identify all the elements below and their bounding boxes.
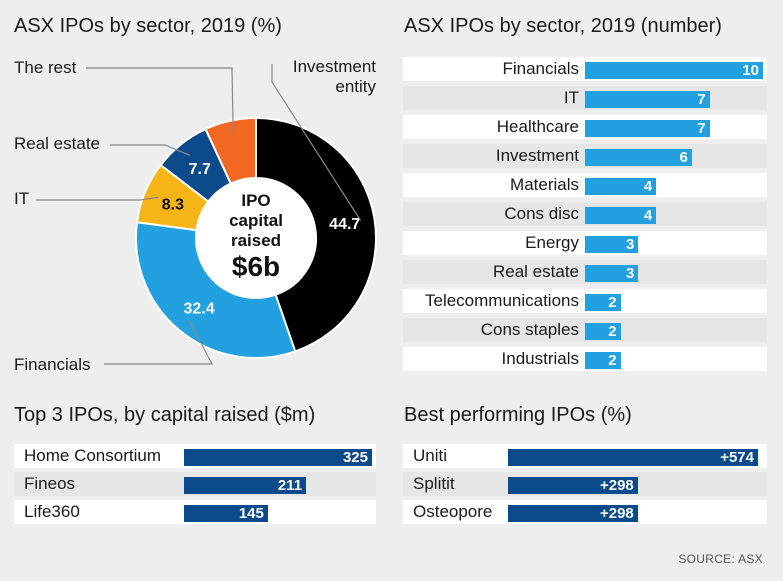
- bar-value-label: +298: [599, 505, 634, 522]
- bar-row-cons-staples: Cons staples 2: [403, 318, 767, 342]
- bar-row-financials: Financials 10: [403, 57, 767, 81]
- bar-category-label: Osteopore: [413, 502, 493, 521]
- donut-category-label: entity: [335, 77, 376, 96]
- bar-value-label: 325: [342, 449, 368, 466]
- bar-value-label: 4: [643, 207, 653, 224]
- bar-category-label: Telecommunications: [424, 291, 579, 310]
- bar-cons-disc: 4: [585, 207, 657, 224]
- bar-category-label: Home Consortium: [24, 446, 161, 465]
- donut-value-label: 7.7: [189, 161, 211, 178]
- best-ipos-chart-title: Best performing IPOs (%): [404, 404, 632, 426]
- donut-slice-financials: [135, 221, 297, 359]
- leader-line: [36, 196, 159, 201]
- bar-value-label: 6: [679, 149, 688, 166]
- bar-row-fineos: Fineos 211: [14, 472, 376, 496]
- donut-slice-investment-entity: [255, 116, 377, 353]
- donut-center-value: $6b: [232, 251, 280, 282]
- donut-value-label: 8.3: [162, 197, 184, 214]
- bar-row-real-estate: Real estate 3: [403, 260, 767, 284]
- bar-fineos: 211: [184, 477, 307, 494]
- bar-row-energy: Energy 3: [403, 231, 767, 255]
- bar-healthcare: 7: [585, 120, 710, 137]
- bar-category-label: Splitit: [413, 474, 455, 493]
- bar-value-label: 3: [626, 236, 635, 253]
- donut-value-label: 44.7: [329, 216, 360, 233]
- donut-category-label: Financials: [14, 355, 91, 374]
- bar-row-home-consortium: Home Consortium 325: [14, 444, 376, 468]
- sector-number-chart-title: ASX IPOs by sector, 2019 (number): [404, 15, 722, 37]
- bar-category-label: IT: [563, 88, 579, 107]
- donut-chart-title: ASX IPOs by sector, 2019 (%): [14, 15, 282, 37]
- bar-value-label: 2: [608, 294, 617, 311]
- bar-real-estate: 3: [585, 265, 639, 282]
- bar-category-label: Fineos: [24, 474, 76, 493]
- donut-center-label: capital: [229, 211, 283, 230]
- bar-category-label: Cons staples: [480, 320, 579, 339]
- bar-cons-staples: 2: [585, 323, 621, 340]
- bar-row-osteopore: Osteopore +298: [403, 500, 767, 524]
- bar-osteopore: +298: [508, 505, 638, 522]
- bar-category-label: Energy: [525, 233, 579, 252]
- bar-row-it: IT 7: [403, 86, 767, 110]
- bar-value-label: 2: [608, 323, 617, 340]
- bar-row-splitit: Splitit +298: [403, 472, 767, 496]
- bar-value-label: +574: [720, 449, 754, 466]
- donut-center-label: IPO: [241, 191, 270, 210]
- bar-category-label: Life360: [24, 502, 80, 521]
- bar-value-label: 7: [697, 91, 706, 108]
- bar-value-label: +298: [599, 477, 634, 494]
- bar-value-label: 4: [643, 178, 653, 195]
- bar-value-label: 7: [697, 120, 706, 137]
- donut-category-label: Investment: [293, 57, 376, 76]
- bar-value-label: 211: [277, 477, 303, 494]
- bar-value-label: 10: [742, 62, 759, 79]
- bar-value-label: 3: [626, 265, 635, 282]
- bar-financials: 10: [585, 62, 763, 79]
- bar-row-investment: Investment 6: [403, 144, 767, 168]
- bar-row-materials: Materials 4: [403, 173, 767, 197]
- top-ipos-chart-title: Top 3 IPOs, by capital raised ($m): [14, 404, 316, 426]
- bar-industrials: 2: [585, 352, 621, 369]
- source-note: SOURCE: ASX: [678, 552, 763, 566]
- bar-row-industrials: Industrials 2: [403, 347, 767, 371]
- bar-uniti: +574: [508, 449, 758, 466]
- bar-materials: 4: [585, 178, 657, 195]
- bar-energy: 3: [585, 236, 639, 253]
- bar-row-telecommunications: Telecommunications 2: [403, 289, 767, 313]
- donut-value-label: 32.4: [183, 301, 214, 318]
- donut-center: [197, 179, 315, 297]
- leader-line: [86, 67, 234, 135]
- bar-it: 7: [585, 91, 710, 108]
- bar-category-label: Real estate: [493, 262, 579, 281]
- bar-category-label: Industrials: [501, 349, 579, 368]
- bar-splitit: +298: [508, 477, 638, 494]
- bar-category-label: Materials: [510, 175, 579, 194]
- bar-category-label: Uniti: [413, 446, 448, 465]
- donut-category-label: IT: [14, 189, 29, 208]
- donut-slice-the-rest: [204, 116, 257, 185]
- bar-value-label: 145: [238, 505, 264, 522]
- leader-line: [110, 144, 190, 156]
- bar-category-label: Healthcare: [496, 117, 579, 136]
- donut-category-label: The rest: [14, 58, 77, 77]
- bar-category-label: Investment: [495, 146, 579, 165]
- donut-center-label: raised: [231, 231, 281, 250]
- bar-row-healthcare: Healthcare 7: [403, 115, 767, 139]
- bar-home-consortium: 325: [184, 449, 372, 466]
- bar-row-uniti: Uniti +574: [403, 444, 767, 468]
- bar-life360: 145: [184, 505, 268, 522]
- bar-row-cons-disc: Cons disc 4: [403, 202, 767, 226]
- leader-line: [271, 64, 362, 221]
- bar-row-life360: Life360 145: [14, 500, 376, 524]
- bar-investment: 6: [585, 149, 692, 166]
- bar-value-label: 2: [608, 352, 617, 369]
- bar-category-label: Financials: [502, 59, 579, 78]
- bar-telecommunications: 2: [585, 294, 621, 311]
- donut-category-label: Real estate: [14, 134, 100, 153]
- leader-line: [104, 319, 213, 365]
- bar-category-label: Cons disc: [504, 204, 579, 223]
